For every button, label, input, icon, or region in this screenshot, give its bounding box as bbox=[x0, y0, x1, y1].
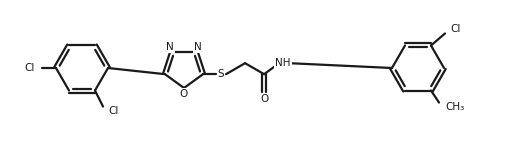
Text: Cl: Cl bbox=[108, 105, 118, 115]
Text: N: N bbox=[166, 42, 174, 52]
Text: S: S bbox=[217, 69, 224, 79]
Text: O: O bbox=[260, 94, 268, 104]
Text: CH₃: CH₃ bbox=[445, 102, 464, 112]
Text: Cl: Cl bbox=[450, 25, 461, 35]
Text: N: N bbox=[194, 42, 202, 52]
Text: Cl: Cl bbox=[25, 63, 35, 73]
Text: NH: NH bbox=[276, 58, 291, 68]
Text: O: O bbox=[180, 89, 188, 99]
